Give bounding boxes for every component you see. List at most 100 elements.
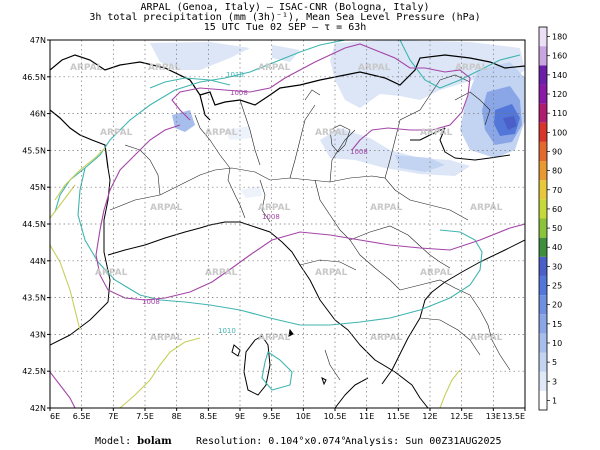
colorbar-swatch bbox=[539, 352, 547, 372]
colorbar-label: 110 bbox=[552, 109, 567, 118]
watermark-text: ARPAL bbox=[470, 203, 503, 213]
colorbar-label: 70 bbox=[552, 186, 562, 195]
watermark-text: ARPAL bbox=[258, 203, 291, 213]
lat-lon-grid bbox=[50, 40, 525, 408]
lon-tick-label: 9.5E bbox=[263, 412, 281, 421]
isobar-labels: 1010 1008 1008 1008 1008 1010 bbox=[142, 71, 368, 335]
lon-tick-label: 8.5E bbox=[199, 412, 217, 421]
watermark-text: ARPAL bbox=[420, 128, 453, 138]
lon-tick-label: 7.5E bbox=[136, 412, 154, 421]
lon-tick-label: 10.5E bbox=[324, 412, 347, 421]
colorbar-label: 10 bbox=[552, 339, 562, 348]
watermark-text: ARPAL bbox=[258, 333, 291, 343]
lat-tick-label: 46N bbox=[30, 110, 46, 119]
watermark-text: ARPAL bbox=[100, 128, 133, 138]
lon-tick-label: 6E bbox=[50, 412, 60, 421]
colorbar-label: 1 bbox=[552, 396, 557, 405]
lon-tick-label: 6.5E bbox=[73, 412, 91, 421]
lon-tick-label: 13.5E bbox=[502, 412, 525, 421]
isobar-label: 1008 bbox=[350, 148, 368, 156]
lat-tick-label: 43.5N bbox=[22, 294, 46, 303]
arpal-watermark: ARPAL ARPAL ARPAL ARPAL ARPAL ARPAL ARPAL ARPAL… bbox=[70, 63, 503, 343]
colorbar-label: 5 bbox=[552, 358, 557, 367]
colorbar-label: 140 bbox=[552, 71, 567, 80]
colorbar-swatch bbox=[539, 314, 547, 334]
axis-ticks: 47N 46.5N 46N 45.5N 45N 44.5N 44N 43.5N 43N 42.5N… bbox=[22, 36, 526, 421]
watermark-text: ARPAL bbox=[150, 203, 183, 213]
isobar-label: 1008 bbox=[230, 89, 248, 97]
colorbar-label: 160 bbox=[552, 52, 567, 61]
coastline bbox=[50, 127, 525, 408]
colorbar-swatch bbox=[539, 333, 547, 353]
colorbar-swatch bbox=[539, 27, 547, 47]
colorbar-label: 30 bbox=[552, 262, 562, 271]
colorbar-swatch bbox=[539, 103, 547, 123]
colorbar-label: 120 bbox=[552, 90, 567, 99]
colorbar-label: 90 bbox=[552, 147, 562, 156]
lon-tick-label: 11E bbox=[359, 412, 374, 421]
lon-tick-label: 11.5E bbox=[387, 412, 410, 421]
colorbar-swatch bbox=[539, 141, 547, 162]
lon-tick-label: 10E bbox=[296, 412, 311, 421]
lat-tick-label: 42.5N bbox=[22, 367, 46, 376]
lat-tick-label: 46.5N bbox=[22, 73, 46, 82]
national-borders bbox=[50, 54, 525, 169]
watermark-text: ARPAL bbox=[150, 333, 183, 343]
title-line-3: 15 UTC Tue 02 SEP – τ = 63h bbox=[203, 22, 367, 33]
lat-tick-label: 42N bbox=[30, 404, 46, 413]
lon-tick-label: 12E bbox=[422, 412, 437, 421]
map-plot-area: 1010 1008 1008 1008 1008 1010 ARPAL ARPAL… bbox=[50, 40, 525, 408]
isobar-label: 1010 bbox=[218, 327, 236, 335]
colorbar-label: 20 bbox=[552, 301, 562, 310]
colorbar-label: 60 bbox=[552, 205, 562, 214]
colorbar-label: 50 bbox=[552, 224, 562, 233]
colorbar-label: 100 bbox=[552, 128, 567, 137]
colorbar-label: 40 bbox=[552, 243, 562, 252]
watermark-text: ARPAL bbox=[370, 203, 403, 213]
lat-tick-label: 47N bbox=[30, 36, 46, 45]
colorbar-swatch bbox=[539, 84, 547, 104]
precipitation-colorbar: 1 3 5 10 15 20 25 30 40 50 60 70 80 90 100 110 120 140 160… bbox=[538, 26, 567, 411]
title-line-2: 3h total precipitation (mm (3h)⁻¹), Mean… bbox=[89, 12, 481, 23]
colorbar-swatch bbox=[539, 256, 547, 276]
colorbar-frame bbox=[538, 26, 548, 411]
colorbar-swatch bbox=[539, 180, 547, 200]
watermark-text: ARPAL bbox=[205, 128, 238, 138]
watermark-text: ARPAL bbox=[455, 63, 488, 73]
watermark-text: ARPAL bbox=[205, 268, 238, 278]
isobar-label: 1008 bbox=[262, 213, 280, 221]
footer-model: Model: bolam bbox=[95, 436, 172, 447]
colorbar-swatch bbox=[539, 46, 547, 66]
watermark-text: ARPAL bbox=[315, 268, 348, 278]
colorbar-label: 25 bbox=[552, 282, 562, 291]
lon-tick-label: 8E bbox=[172, 412, 182, 421]
isobar-label: 1008 bbox=[142, 298, 160, 306]
colorbar-swatch bbox=[539, 218, 547, 238]
colorbar-swatch bbox=[539, 295, 547, 315]
lon-tick-label: 13E bbox=[486, 412, 501, 421]
colorbar-label: 3 bbox=[552, 377, 557, 386]
footer-analysis: Analysis: Sun 00Z31AUG2025 bbox=[345, 436, 502, 447]
watermark-text: ARPAL bbox=[470, 333, 503, 343]
lat-tick-label: 44N bbox=[30, 257, 46, 266]
colorbar-swatch bbox=[539, 122, 547, 142]
watermark-text: ARPAL bbox=[315, 128, 348, 138]
colorbar-swatch bbox=[539, 161, 547, 181]
watermark-text: ARPAL bbox=[70, 63, 103, 73]
colorbar-label: 80 bbox=[552, 167, 562, 176]
colorbar-swatch bbox=[539, 199, 547, 219]
islands bbox=[231, 328, 327, 396]
model-label: Model: bbox=[95, 436, 132, 447]
title-line-1: ARPAL (Genoa, Italy) – ISAC-CNR (Bologna… bbox=[140, 2, 430, 13]
colorbar-swatch bbox=[539, 371, 547, 391]
watermark-text: ARPAL bbox=[358, 63, 391, 73]
colorbar-label: 180 bbox=[552, 33, 567, 42]
isobar-label: 1010 bbox=[226, 71, 244, 79]
watermark-text: ARPAL bbox=[95, 268, 128, 278]
watermark-text: ARPAL bbox=[420, 268, 453, 278]
lat-tick-label: 44.5N bbox=[22, 220, 46, 229]
lat-tick-label: 45.5N bbox=[22, 146, 46, 155]
colorbar-swatch bbox=[539, 275, 547, 296]
colorbar-swatch bbox=[539, 390, 547, 410]
